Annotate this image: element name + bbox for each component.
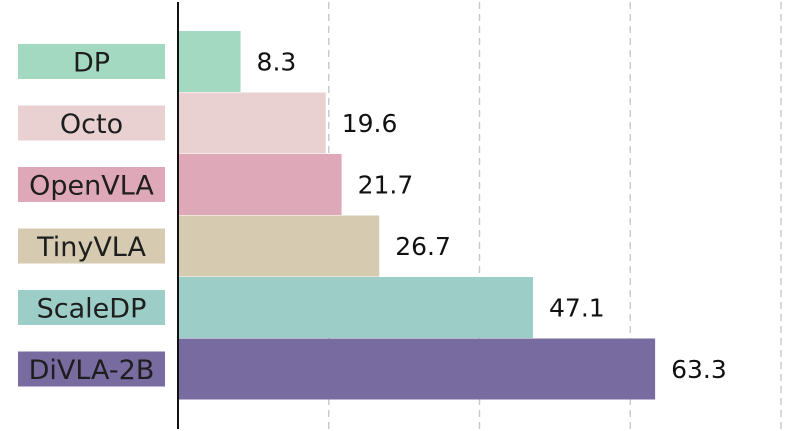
category-box-tinyvla — [18, 228, 165, 264]
category-box-openvla — [18, 167, 165, 202]
value-label-divla-2b: 63.3 — [671, 355, 727, 384]
bar-dp — [178, 31, 241, 92]
value-labels: 8.3 19.6 21.7 26.7 47.1 63.3 — [257, 48, 727, 385]
category-box-scaledp — [18, 290, 165, 325]
value-label-dp: 8.3 — [257, 48, 297, 77]
category-labels: DP Octo OpenVLA TinyVLA ScaleDP DiVLA-2B — [18, 44, 165, 387]
category-label-dp: DP — [73, 48, 110, 79]
bar-scaledp — [178, 277, 534, 338]
value-label-tinyvla: 26.7 — [395, 232, 451, 261]
category-label-scaledp: ScaleDP — [37, 294, 147, 325]
bar-tinyvla — [178, 215, 380, 277]
category-box-octo — [18, 105, 165, 141]
category-label-openvla: OpenVLA — [29, 171, 154, 202]
category-label-octo: Octo — [60, 109, 123, 140]
value-label-scaledp: 47.1 — [549, 294, 605, 323]
value-label-openvla: 21.7 — [358, 171, 414, 200]
category-box-divla-2b — [18, 351, 165, 387]
category-label-tinyvla: TinyVLA — [36, 232, 146, 263]
bar-octo — [178, 92, 326, 154]
value-label-octo: 19.6 — [342, 109, 398, 138]
category-label-divla-2b: DiVLA-2B — [29, 355, 155, 386]
bar-divla-2b — [178, 338, 656, 400]
bar-openvla — [178, 154, 342, 215]
bars — [178, 31, 656, 400]
category-box-dp — [18, 44, 165, 79]
